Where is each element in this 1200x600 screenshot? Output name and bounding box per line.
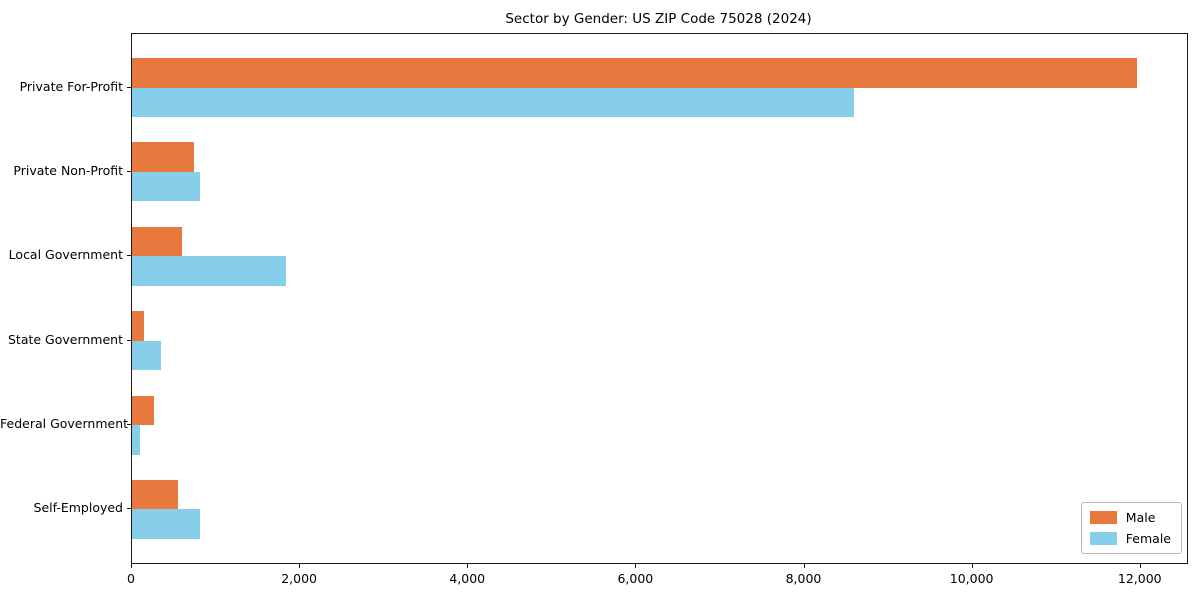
ytick-mark [127,86,131,88]
ytick-label-self-employed: Self-Employed [33,500,123,516]
xtick-label-4-000: 4,000 [449,571,486,586]
bar-male-private-for-profit [132,58,1137,88]
bar-female-private-for-profit [132,87,855,118]
xtick-label-6-000: 6,000 [617,571,654,586]
xtick-mark [467,564,469,568]
legend-label-male: Male [1125,510,1156,525]
bar-male-self-employed [132,479,179,510]
legend-entry-female: Female [1089,531,1171,546]
legend-entry-male: Male [1089,510,1171,525]
legend-label-female: Female [1125,531,1171,546]
xtick-mark [131,564,132,568]
ytick-label-state-government: State Government [7,331,123,347]
xtick-label-12-000: 12,000 [1117,571,1162,586]
ytick-label-federal-government: Federal Government [0,416,129,432]
xtick-mark [635,564,637,568]
ytick-label-private-non-profit: Private Non-Profit [13,162,123,178]
xtick-label-10-000: 10,000 [949,571,994,586]
bar-female-private-non-profit [132,171,201,202]
legend-swatch-female-icon [1089,532,1117,545]
ytick-label-local-government: Local Government [8,247,123,263]
xtick-label-0: 0 [127,571,135,586]
bar-female-state-government [132,340,161,371]
chart-title: Sector by Gender: US ZIP Code 75028 (202… [505,11,812,27]
xtick-mark [1139,564,1141,568]
bar-female-federal-government [132,425,140,455]
legend: Male Female [1080,502,1182,554]
bar-male-federal-government [132,395,154,426]
bar-male-private-non-profit [132,142,195,172]
ytick-mark [127,339,131,341]
ytick-mark [127,170,131,172]
xtick-mark [971,564,973,568]
ytick-mark [127,255,131,257]
ytick-mark [127,508,131,510]
xtick-mark [803,564,805,568]
bar-female-local-government [132,256,286,286]
bar-male-state-government [132,311,145,341]
ytick-label-private-for-profit: Private For-Profit [19,78,123,94]
xtick-label-2-000: 2,000 [281,571,318,586]
plot-area: Male Female [131,33,1188,564]
bar-male-local-government [132,226,183,257]
ytick-mark [127,424,131,426]
xtick-label-8-000: 8,000 [785,571,822,586]
xtick-mark [299,564,301,568]
legend-swatch-male-icon [1089,511,1117,524]
bar-female-self-employed [132,509,201,539]
